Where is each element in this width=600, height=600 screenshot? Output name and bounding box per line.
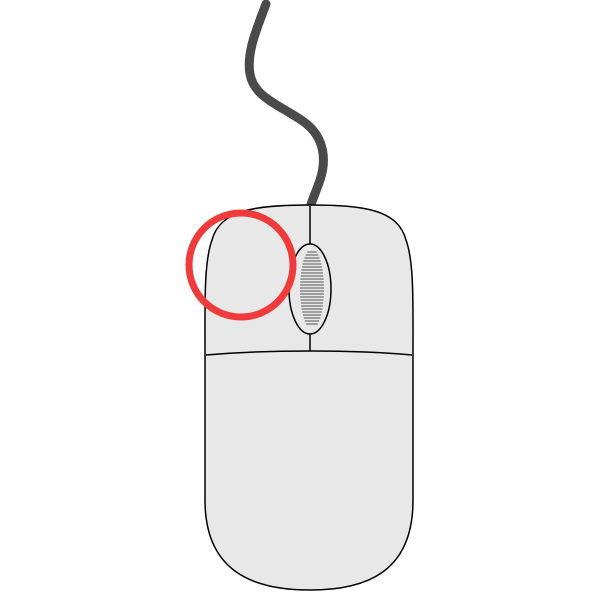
scroll-wheel-grooves [300, 251, 324, 325]
mouse-body [204, 204, 414, 591]
scroll-wheel[interactable] [288, 243, 332, 335]
mouse-cable-icon [244, 0, 328, 213]
highlight-circle-icon [185, 209, 297, 321]
